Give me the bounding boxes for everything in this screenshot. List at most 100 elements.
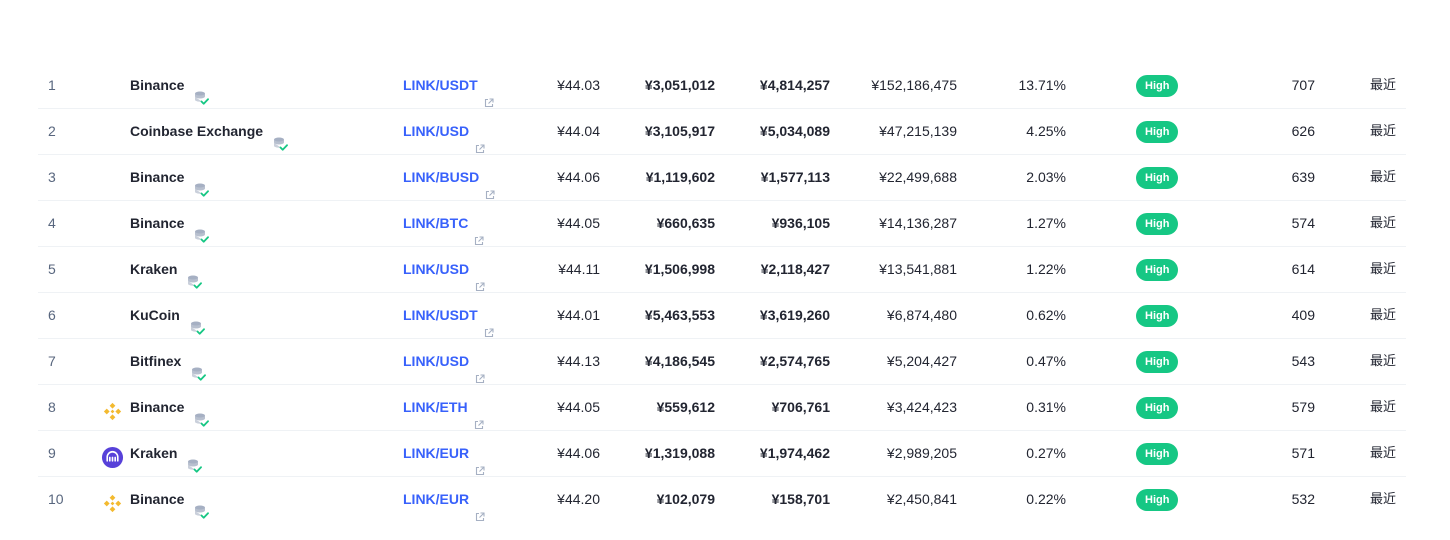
- volume-percent-value: 13.71%: [1018, 77, 1066, 93]
- price-value: ¥44.05: [557, 215, 600, 231]
- liquidity-score: 571: [1291, 445, 1315, 461]
- table-row-1[interactable]: 1 Binance LINK/USDT ¥44.03: [38, 63, 1406, 109]
- table-row-5[interactable]: 5 Kraken LINK/USD ¥44.11: [38, 247, 1406, 293]
- liquidity-score: 579: [1291, 399, 1315, 415]
- exchange-logo: [101, 166, 124, 189]
- exchange-name[interactable]: Binance: [130, 77, 185, 93]
- market-pair-link[interactable]: LINK/BTC: [403, 201, 484, 246]
- table-row-9[interactable]: 9 Kraken LINK/EUR ¥44.06: [38, 431, 1406, 477]
- volume-percent-value: 0.27%: [1026, 445, 1066, 461]
- pair-label[interactable]: LINK/ETH: [403, 399, 468, 415]
- external-link-icon[interactable]: [475, 449, 485, 475]
- depth-minus-value: ¥1,974,462: [759, 445, 830, 461]
- external-link-icon[interactable]: [484, 81, 494, 107]
- exchange-name[interactable]: Binance: [130, 169, 185, 185]
- verified-stack-icon: [190, 355, 207, 381]
- external-link-icon[interactable]: [484, 311, 494, 337]
- markets-table: 1 Binance LINK/USDT ¥44.03: [38, 63, 1406, 522]
- verified-stack-icon: [186, 447, 203, 473]
- pair-label[interactable]: LINK/USDT: [403, 77, 478, 93]
- volume-percent-value: 0.47%: [1026, 353, 1066, 369]
- external-link-icon[interactable]: [474, 219, 484, 245]
- pair-label[interactable]: LINK/USD: [403, 123, 470, 139]
- table-row-4[interactable]: 4 Binance LINK/BTC ¥44.05: [38, 201, 1406, 247]
- external-link-icon[interactable]: [485, 173, 495, 199]
- exchange-logo: [101, 258, 124, 281]
- verified-stack-icon: [193, 401, 210, 427]
- market-pair-link[interactable]: LINK/USDT: [403, 63, 494, 108]
- liquidity-score: 409: [1291, 307, 1315, 323]
- confidence-badge: High: [1136, 351, 1179, 373]
- depth-minus-value: ¥2,574,765: [759, 353, 830, 369]
- volume-percent-value: 4.25%: [1026, 123, 1066, 139]
- depth-plus-value: ¥559,612: [656, 399, 715, 415]
- exchange-name[interactable]: Kraken: [130, 261, 178, 277]
- market-pair-link[interactable]: LINK/USD: [403, 109, 485, 154]
- confidence-badge: High: [1136, 213, 1179, 235]
- table-row-3[interactable]: 3 Binance LINK/BUSD ¥44.06: [38, 155, 1406, 201]
- market-pair-link[interactable]: LINK/BUSD: [403, 155, 495, 200]
- exchange-name[interactable]: Bitfinex: [130, 353, 182, 369]
- exchange-name[interactable]: Kraken: [130, 445, 178, 461]
- exchange-name[interactable]: KuCoin: [130, 307, 180, 323]
- external-link-icon[interactable]: [475, 127, 485, 153]
- price-value: ¥44.06: [557, 169, 600, 185]
- depth-minus-value: ¥3,619,260: [759, 307, 830, 323]
- volume-value: ¥6,874,480: [886, 307, 957, 323]
- pair-label[interactable]: LINK/BTC: [403, 215, 469, 231]
- exchange-name[interactable]: Binance: [130, 399, 185, 415]
- rank-number: 6: [48, 307, 56, 323]
- table-row-7[interactable]: 7 Bitfinex LINK/USD ¥44.13: [38, 339, 1406, 385]
- verified-stack-icon: [193, 493, 210, 519]
- pair-label[interactable]: LINK/USD: [403, 261, 470, 277]
- exchange-name[interactable]: Coinbase Exchange: [130, 123, 264, 139]
- external-link-icon[interactable]: [474, 403, 484, 429]
- market-pair-link[interactable]: LINK/USD: [403, 247, 485, 292]
- updated-status: 最近: [1369, 170, 1396, 185]
- depth-plus-value: ¥1,506,998: [644, 261, 715, 277]
- liquidity-score: 626: [1291, 123, 1315, 139]
- market-pair-link[interactable]: LINK/EUR: [403, 431, 485, 476]
- confidence-badge: High: [1136, 443, 1179, 465]
- table-row-2[interactable]: 2 Coinbase Exchange LINK/USD: [38, 109, 1406, 155]
- depth-minus-value: ¥4,814,257: [759, 77, 830, 93]
- pair-label[interactable]: LINK/USDT: [403, 307, 478, 323]
- volume-value: ¥14,136,287: [879, 215, 957, 231]
- volume-percent-value: 0.31%: [1026, 399, 1066, 415]
- verified-stack-icon: [193, 79, 210, 105]
- table-row-8[interactable]: 8 Binance LINK/ETH ¥44.05: [38, 385, 1406, 431]
- price-value: ¥44.04: [557, 123, 600, 139]
- pair-label[interactable]: LINK/EUR: [403, 445, 470, 461]
- verified-stack-icon: [193, 171, 210, 197]
- external-link-icon[interactable]: [475, 357, 485, 383]
- pair-label[interactable]: LINK/BUSD: [403, 169, 480, 185]
- table-row-6[interactable]: 6 KuCoin LINK/USDT ¥44.01: [38, 293, 1406, 339]
- volume-value: ¥3,424,423: [886, 399, 957, 415]
- price-value: ¥44.03: [557, 77, 600, 93]
- depth-plus-value: ¥660,635: [656, 215, 715, 231]
- liquidity-score: 614: [1291, 261, 1315, 277]
- confidence-badge: High: [1136, 489, 1179, 511]
- volume-value: ¥2,989,205: [886, 445, 957, 461]
- external-link-icon[interactable]: [475, 265, 485, 291]
- volume-percent-value: 2.03%: [1026, 169, 1066, 185]
- updated-status: 最近: [1369, 124, 1396, 139]
- volume-value: ¥13,541,881: [879, 261, 957, 277]
- rank-number: 8: [48, 399, 56, 415]
- exchange-logo: [101, 74, 124, 97]
- price-value: ¥44.05: [557, 399, 600, 415]
- exchange-name[interactable]: Binance: [130, 215, 185, 231]
- volume-percent-value: 1.22%: [1026, 261, 1066, 277]
- confidence-badge: High: [1136, 259, 1179, 281]
- volume-value: ¥152,186,475: [871, 77, 957, 93]
- pair-label[interactable]: LINK/USD: [403, 353, 470, 369]
- exchange-logo: [101, 350, 124, 373]
- market-pair-link[interactable]: LINK/USD: [403, 339, 485, 384]
- depth-plus-value: ¥1,319,088: [644, 445, 715, 461]
- confidence-badge: High: [1136, 121, 1179, 143]
- binance-logo-icon: [101, 396, 124, 421]
- rank-number: 5: [48, 261, 56, 277]
- market-pair-link[interactable]: LINK/USDT: [403, 293, 494, 338]
- verified-stack-icon: [189, 309, 205, 335]
- market-pair-link[interactable]: LINK/ETH: [403, 385, 484, 430]
